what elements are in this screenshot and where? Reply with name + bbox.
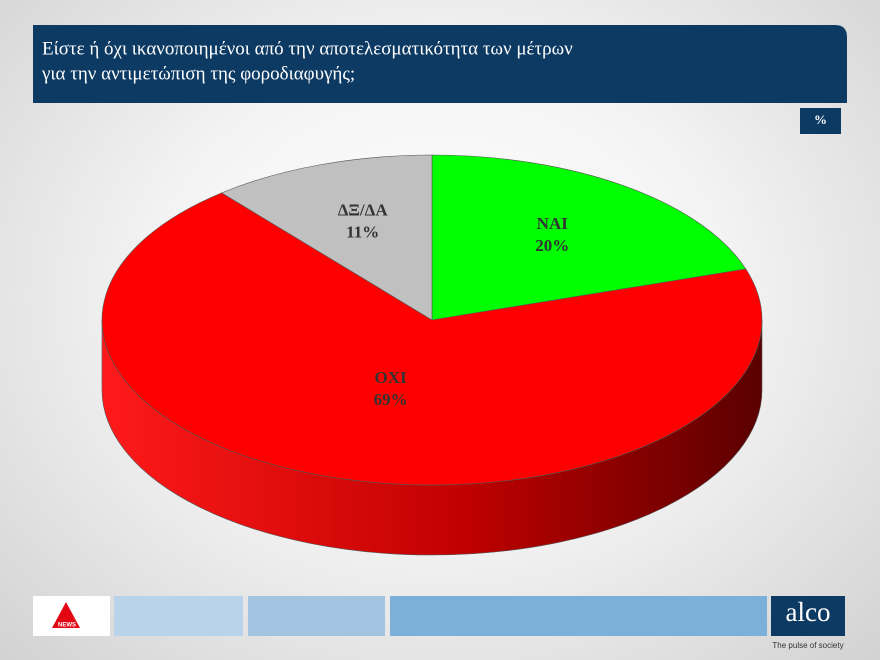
slice-value: 11% <box>346 223 379 242</box>
chart-title: για την αντιμετώπιση της φοροδιαφυγής; <box>41 63 355 84</box>
footer: NEWS alco The pulse of society <box>33 596 845 650</box>
slice-value: 20% <box>535 236 569 255</box>
title-band <box>33 25 847 103</box>
pie-slice <box>220 154 433 321</box>
pie-slice <box>101 192 763 486</box>
news-logo-text: NEWS <box>58 623 76 629</box>
pie-slice <box>431 154 747 321</box>
unit-label: % <box>814 112 827 127</box>
brand-tagline: The pulse of society <box>772 641 843 650</box>
pie: ΝΑΙ 20% ΟΧΙ 69% ΔΞ/ΔΑ 11% <box>101 154 763 556</box>
chart-title: Είστε ή όχι ικανοποιημένοι από την αποτε… <box>42 38 573 59</box>
brand-box <box>771 596 845 636</box>
slice-label: ΟΧΙ <box>375 368 408 387</box>
brand-logo: alco <box>786 597 831 627</box>
unit-badge <box>800 108 841 134</box>
slice-label: ΔΞ/ΔΑ <box>338 201 389 220</box>
footer-bar <box>114 596 243 636</box>
slice-label: ΝΑΙ <box>537 214 569 233</box>
slice-value: 69% <box>374 390 408 409</box>
footer-bar <box>248 596 385 636</box>
footer-bar <box>390 596 767 636</box>
news-logo-icon <box>52 602 80 628</box>
